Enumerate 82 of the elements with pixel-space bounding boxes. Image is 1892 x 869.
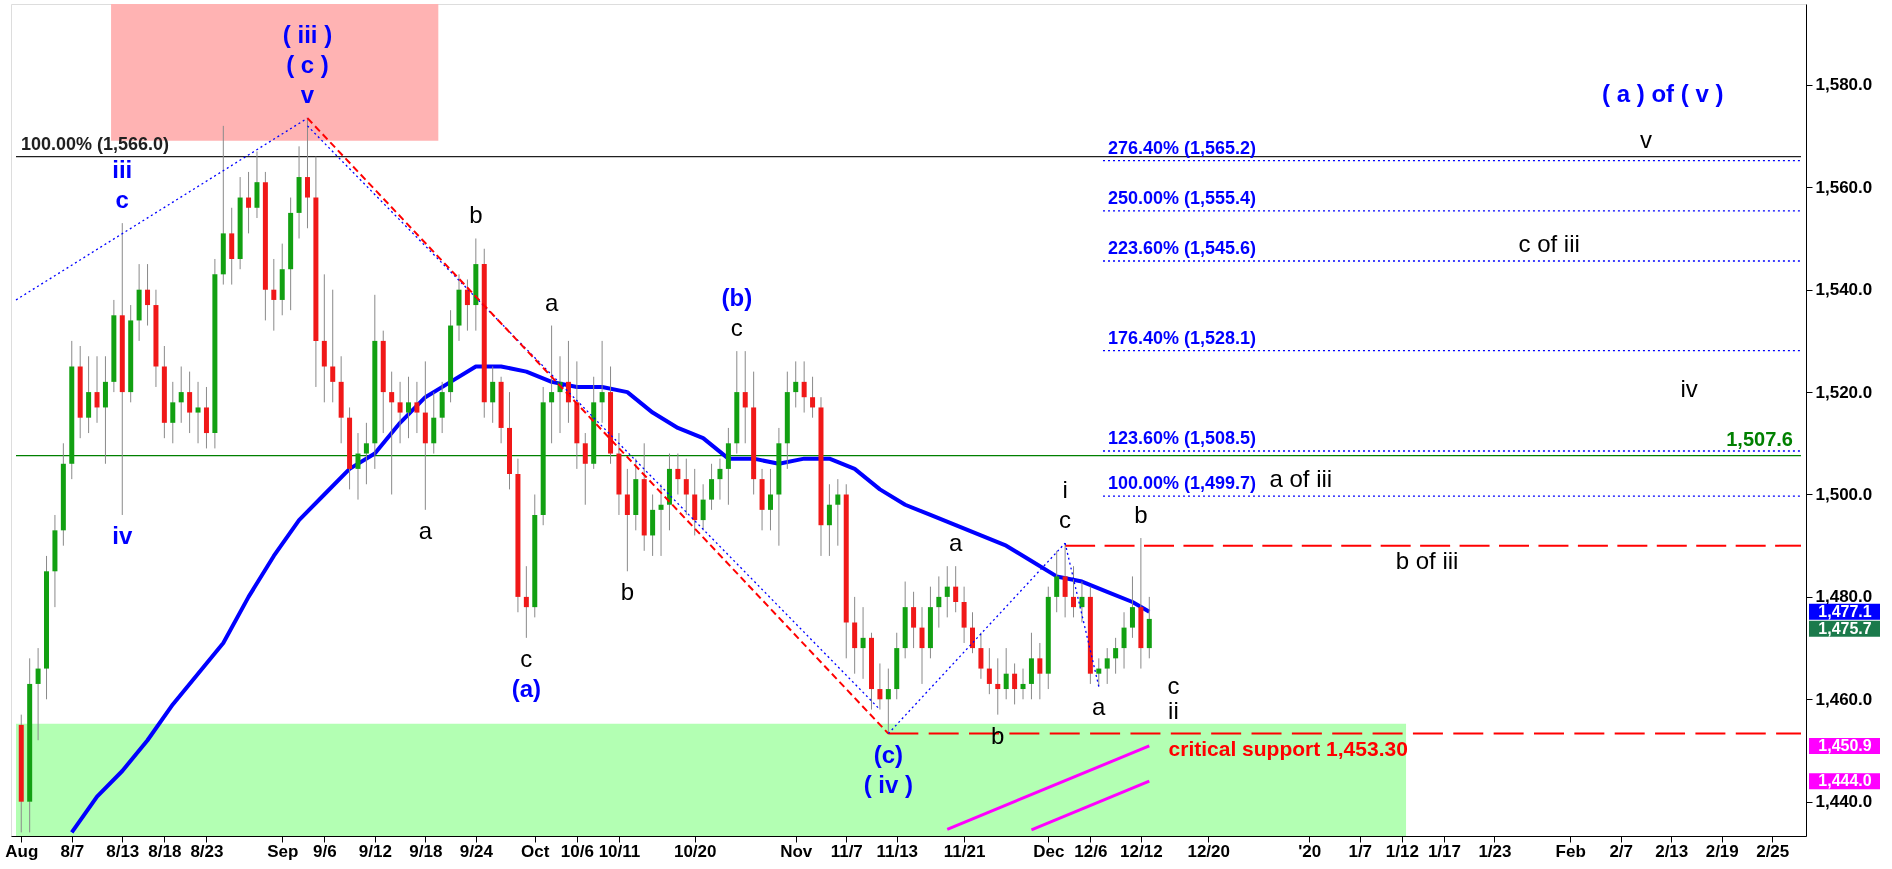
annotation: v [300,81,315,109]
series-label: 123.60% (1,508.5) [1107,427,1257,448]
annotation: b [469,201,483,229]
y-tick-label: 1,580.0 [1815,75,1873,95]
text: 1,450.9 [1818,736,1872,754]
annotation: c of iii [1518,230,1580,258]
x-tick-label: Dec [1033,841,1065,861]
x-tick-label: 8/18 [148,841,182,861]
x-tick-label: '20 [1298,841,1322,861]
annotation: ii [1168,697,1179,725]
annotation: c [115,186,129,214]
x-tick-label: 1/17 [1427,841,1461,861]
annotation: ( iv ) [863,770,913,798]
x-tick-label: Nov [780,841,813,861]
series-label: 276.40% (1,565.2) [1107,137,1257,158]
x-tick-label: 9/24 [459,841,494,861]
series-label: 100.00% (1,499.7) [1107,473,1257,494]
x-tick-label: 1/12 [1385,841,1419,861]
series-label: 250.00% (1,555.4) [1107,187,1257,208]
annotation: iv [1680,374,1698,402]
annotation: a [949,529,963,557]
y-tick-label: 1,500.0 [1815,485,1873,504]
x-tick-label: 10/20 [673,841,717,861]
annotation: ( a ) of ( v ) [1602,80,1724,108]
x-tick-label: 8/13 [106,841,140,861]
series-label: 100.00% (1,566.0) [21,133,170,154]
annotation: b of iii [1395,546,1459,574]
x-tick-label: 9/6 [312,841,337,861]
y-tick-label: 1,480.0 [1815,587,1873,607]
annotation: c [1167,672,1180,700]
x-tick-label: 11/7 [830,841,863,861]
x-tick-label: 12/20 [1187,841,1230,861]
x-tick-label: 1/23 [1478,841,1512,861]
x-tick-label: 10/6 [560,841,594,861]
x-tick-label: 12/12 [1120,841,1163,861]
x-tick-label: 11/21 [943,841,986,861]
x-tick-label: Oct [521,841,550,861]
annotation: iii [112,156,133,184]
annotation: (a) [511,674,542,702]
annotation: ( iii ) [282,21,333,49]
annotation: a [544,288,559,316]
y-tick-label: 1,520.0 [1815,382,1873,402]
x-tick-label: 2/25 [1756,841,1790,861]
y-tick-label: 1,440.0 [1815,792,1873,812]
annotation: ( c ) [286,51,329,79]
annotation: (b) [721,284,753,312]
series-label: 176.40% (1,528.1) [1107,327,1257,348]
x-tick-label: 9/18 [409,841,443,861]
x-tick-label: Sep [267,841,299,861]
annotation: a of iii [1269,465,1333,493]
x-tick-label: 12/6 [1074,841,1108,861]
annotation: c [520,644,533,672]
annotation: b [1134,501,1148,529]
annotation: a [418,516,433,544]
annotation: (c) [873,740,903,768]
x-tick-label: 2/13 [1655,841,1689,861]
x-tick-label: Feb [1555,841,1586,861]
y-tick-label: 1,460.0 [1815,689,1873,709]
annotation: b [991,721,1005,749]
x-tick-label: 9/12 [358,841,392,861]
x-tick-label: 8/23 [190,841,224,861]
text: 1,444.0 [1818,772,1872,790]
annotation: 1,507.6 [1726,427,1793,450]
x-tick-label: 2/7 [1609,841,1634,861]
annotation: critical support 1,453.30 [1168,736,1408,760]
x-tick-label: Aug [5,841,39,861]
y-tick-label: 1,540.0 [1815,280,1873,300]
x-tick-label: 11/13 [876,841,919,861]
text: 1,475.7 [1818,619,1872,637]
x-tick-label: 10/11 [598,841,641,861]
series-label: 223.60% (1,545.6) [1107,238,1257,259]
annotation: iv [112,521,133,549]
annotation: a [1092,693,1107,721]
annotation: c [1059,506,1072,534]
annotation: i [1062,476,1068,504]
annotation: c [730,314,743,342]
annotation: b [620,578,635,606]
annotation: v [1639,125,1652,153]
y-tick-label: 1,560.0 [1815,177,1873,197]
x-tick-label: 1/7 [1348,841,1373,861]
x-tick-label: 2/19 [1705,841,1739,861]
x-tick-label: 8/7 [60,841,85,861]
